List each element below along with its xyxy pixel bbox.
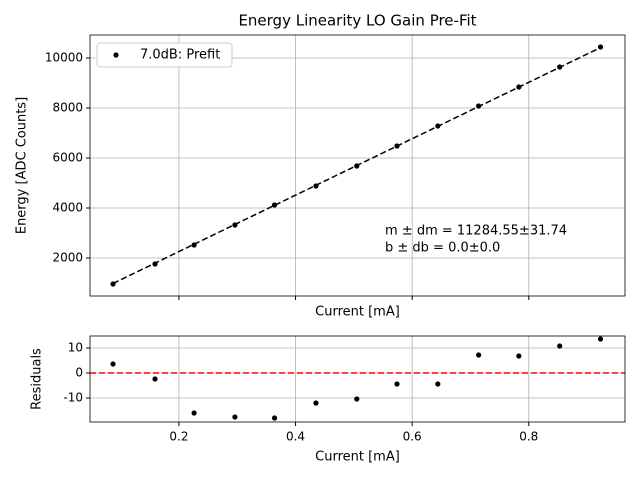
data-point	[435, 381, 441, 387]
data-point	[476, 103, 482, 109]
data-point	[110, 361, 116, 367]
x-tick-label: 0.2	[169, 430, 188, 444]
data-point	[110, 281, 116, 287]
data-point	[271, 415, 278, 421]
y-axis-label: Residuals	[30, 348, 45, 410]
annotation: b ± db = 0.0±0.0	[385, 241, 500, 256]
data-point	[516, 84, 522, 90]
y-axis-label: Energy [ADC Counts]	[15, 97, 30, 234]
y-tick-label: 4000	[52, 201, 83, 215]
data-point	[354, 396, 360, 402]
data-point	[597, 336, 604, 342]
data-point	[557, 343, 563, 349]
y-tick-label: 10000	[45, 51, 83, 65]
data-point	[191, 242, 197, 248]
x-tick-label: 0.8	[519, 430, 538, 444]
data-point	[313, 400, 319, 406]
data-point	[516, 353, 522, 359]
y-tick-label: 8000	[52, 101, 83, 115]
y-tick-label: -10	[63, 391, 83, 405]
data-point	[191, 410, 197, 416]
data-point	[232, 222, 238, 228]
data-point	[435, 123, 441, 129]
legend-marker	[113, 52, 119, 58]
axes-frame	[89, 34, 626, 297]
data-point	[232, 414, 238, 420]
data-point	[152, 261, 158, 267]
x-axis-label: Current [mA]	[315, 450, 400, 465]
data-point	[152, 376, 158, 382]
legend-box	[96, 42, 233, 68]
x-tick-label: 0.4	[286, 430, 305, 444]
data-point	[557, 64, 563, 70]
y-tick-label: 2000	[52, 251, 83, 265]
annotation: m ± dm = 11284.55±31.74	[385, 224, 567, 239]
x-tick-label: 0.6	[403, 430, 422, 444]
legend-label: 7.0dB: Prefit	[140, 48, 220, 63]
chart-title: Energy Linearity LO Gain Pre-Fit	[238, 12, 476, 30]
data-point	[476, 352, 482, 358]
y-tick-label: 10	[68, 341, 83, 355]
data-point	[313, 183, 319, 189]
data-point	[354, 163, 360, 169]
y-tick-label: 0	[75, 366, 83, 380]
y-tick-label: 6000	[52, 151, 83, 165]
axes-frame	[89, 335, 626, 423]
x-axis-label: Current [mA]	[315, 305, 400, 320]
data-point	[597, 44, 604, 50]
data-point	[271, 202, 278, 208]
data-point	[394, 143, 400, 149]
data-point	[394, 381, 400, 387]
